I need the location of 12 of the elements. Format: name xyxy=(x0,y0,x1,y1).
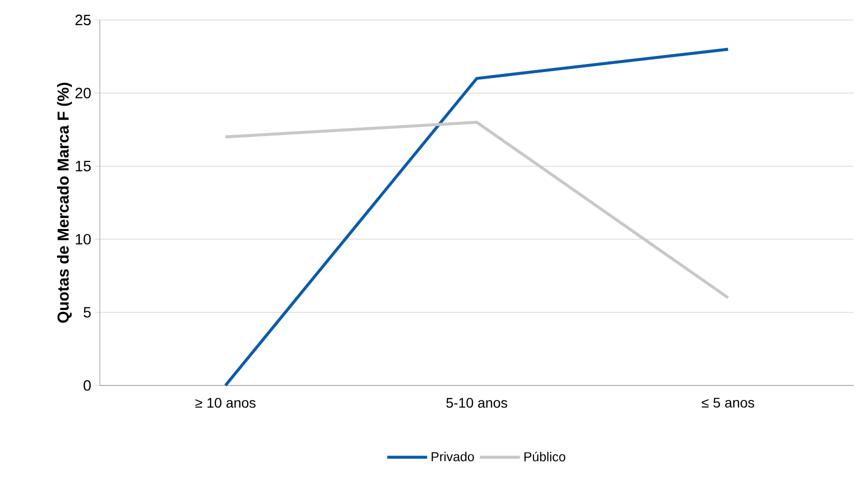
legend-label: Público xyxy=(524,452,566,462)
y-tick-label: 15 xyxy=(76,160,91,172)
y-tick-label: 10 xyxy=(76,234,91,244)
y-tick-label: 5 xyxy=(84,306,91,318)
x-tick-label: 5-10 anos xyxy=(446,398,508,408)
legend-label: Privado xyxy=(432,452,474,462)
y-axis-title: Quotas de Mercado Marca F (%) xyxy=(57,82,72,323)
y-tick-label: 0 xyxy=(84,380,91,391)
y-tick-label: 20 xyxy=(75,88,91,98)
x-tick-label: ≥ 10 anos xyxy=(195,398,256,408)
x-tick-label: ≤ 5 anos xyxy=(702,398,754,408)
y-tick-label: 25 xyxy=(75,14,91,26)
